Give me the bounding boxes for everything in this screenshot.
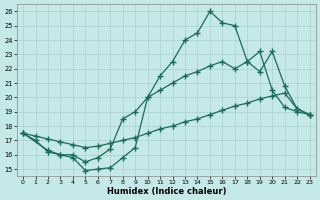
X-axis label: Humidex (Indice chaleur): Humidex (Indice chaleur) [107,187,226,196]
